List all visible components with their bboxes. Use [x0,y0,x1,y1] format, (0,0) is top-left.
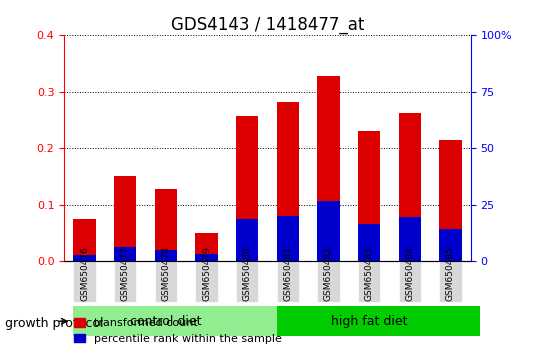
Legend: transformed count, percentile rank within the sample: transformed count, percentile rank withi… [70,314,287,348]
Bar [236,115,258,261]
Text: GSM650476: GSM650476 [80,246,89,301]
Bar [195,254,218,261]
Text: GSM650482: GSM650482 [324,246,333,301]
Text: GDS4143 / 1418477_at: GDS4143 / 1418477_at [171,16,364,34]
FancyBboxPatch shape [277,261,299,302]
Bar [236,219,258,261]
Bar [399,217,421,261]
FancyBboxPatch shape [114,261,136,302]
FancyBboxPatch shape [195,261,218,302]
Text: GSM650483: GSM650483 [365,246,373,301]
Bar [73,219,96,261]
Bar [114,247,136,261]
FancyBboxPatch shape [317,261,340,302]
Text: growth protocol: growth protocol [5,318,104,330]
Bar [358,131,380,261]
FancyBboxPatch shape [277,306,480,336]
Bar [358,224,380,261]
Text: GSM650481: GSM650481 [284,246,292,301]
Text: control diet: control diet [130,315,202,328]
Bar [439,140,462,261]
Bar [277,102,299,261]
Bar [399,113,421,261]
FancyBboxPatch shape [439,261,462,302]
Text: GSM650485: GSM650485 [446,246,455,301]
FancyBboxPatch shape [399,261,421,302]
FancyBboxPatch shape [358,261,380,302]
Text: GSM650479: GSM650479 [202,246,211,301]
FancyBboxPatch shape [155,261,177,302]
FancyBboxPatch shape [73,306,277,336]
Text: GSM650477: GSM650477 [121,246,129,301]
Text: GSM650480: GSM650480 [243,246,251,301]
FancyBboxPatch shape [236,261,258,302]
Bar [155,250,177,261]
Bar [277,216,299,261]
Bar [317,76,340,261]
Text: GSM650484: GSM650484 [406,246,414,301]
Bar [114,176,136,261]
Bar [195,233,218,261]
Bar [73,256,96,261]
Text: high fat diet: high fat diet [331,315,407,328]
Bar [155,189,177,261]
FancyBboxPatch shape [73,261,96,302]
Bar [439,229,462,261]
Text: GSM650478: GSM650478 [162,246,170,301]
Bar [317,201,340,261]
